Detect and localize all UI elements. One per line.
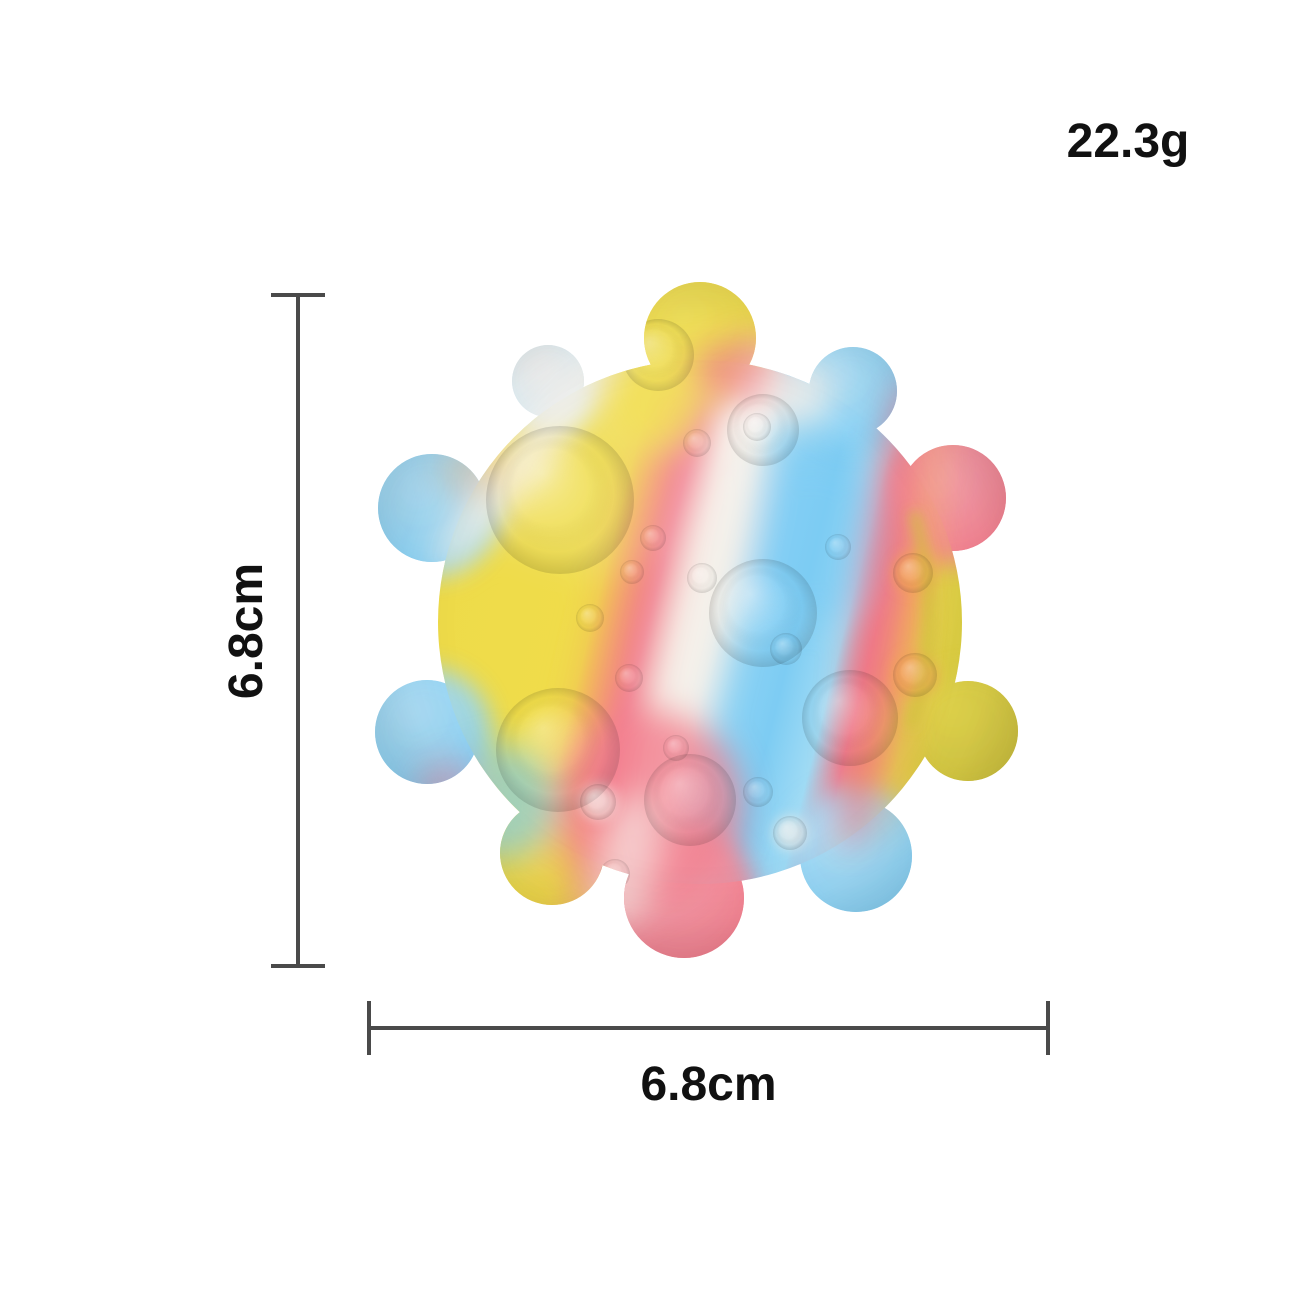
ball-surface-detail [375, 282, 1018, 958]
height-dimension-line [271, 293, 325, 968]
width-label: 6.8cm [640, 1058, 777, 1111]
height-label: 6.8cm [220, 562, 273, 700]
weight-label: 22.3g [1066, 115, 1190, 168]
width-dimension-line [367, 1001, 1050, 1055]
